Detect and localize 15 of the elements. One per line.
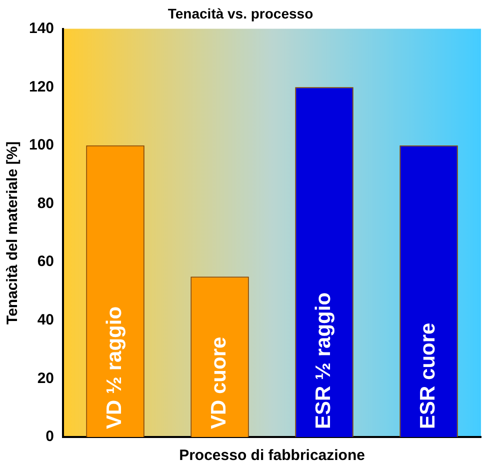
y-axis-title: Tenacità del materiale [%] <box>4 141 22 324</box>
y-tick-label: 40 <box>37 312 54 329</box>
x-tick-label: VD cuore <box>208 336 231 429</box>
x-tick-label: VD ½ raggio <box>103 306 126 429</box>
chart-title: Tenacità vs. processo <box>168 5 314 22</box>
x-axis-title: Processo di fabbricazione <box>179 447 365 464</box>
y-tick-label: 0 <box>46 428 54 446</box>
y-tick-label: 60 <box>37 253 54 270</box>
x-tick-label: ESR cuore <box>416 322 440 429</box>
y-tick-label: 80 <box>37 194 54 212</box>
y-tick-label: 120 <box>28 78 54 96</box>
y-tick-label: 20 <box>37 370 54 387</box>
y-tick-label: 140 <box>28 20 54 37</box>
x-tick-label: ESR ½ raggio <box>312 292 336 429</box>
y-tick-label: 100 <box>28 136 54 154</box>
